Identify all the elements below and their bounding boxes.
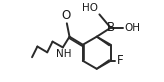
- Text: OH: OH: [124, 23, 140, 33]
- Text: F: F: [117, 54, 124, 67]
- Text: B: B: [107, 21, 115, 34]
- Text: NH: NH: [56, 49, 71, 59]
- Text: HO: HO: [82, 3, 98, 13]
- Text: O: O: [61, 9, 71, 22]
